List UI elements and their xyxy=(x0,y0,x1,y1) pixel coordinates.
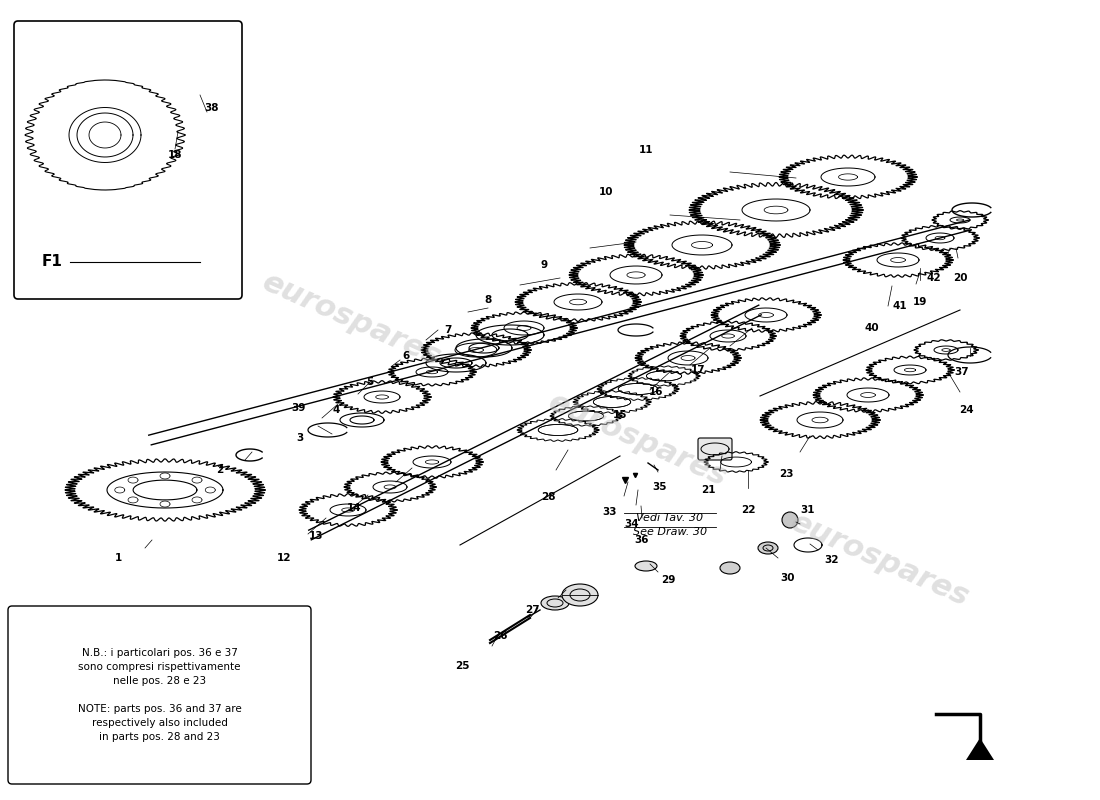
Text: 10: 10 xyxy=(598,187,614,197)
Text: 33: 33 xyxy=(603,507,617,517)
Ellipse shape xyxy=(562,584,598,606)
Text: 42: 42 xyxy=(926,273,942,283)
Text: 25: 25 xyxy=(454,661,470,671)
FancyBboxPatch shape xyxy=(698,438,732,460)
Text: 12: 12 xyxy=(277,553,292,563)
Text: eurospares: eurospares xyxy=(258,267,446,373)
Text: N.B.: i particolari pos. 36 e 37
sono compresi rispettivamente
nelle pos. 28 e 2: N.B.: i particolari pos. 36 e 37 sono co… xyxy=(78,648,241,742)
Text: 30: 30 xyxy=(781,573,795,583)
Text: 5: 5 xyxy=(366,377,374,387)
Text: 17: 17 xyxy=(691,365,705,375)
Text: 2: 2 xyxy=(217,465,223,475)
Text: 38: 38 xyxy=(205,103,219,113)
Circle shape xyxy=(782,512,797,528)
Text: 27: 27 xyxy=(525,605,539,615)
FancyBboxPatch shape xyxy=(8,606,311,784)
Text: 35: 35 xyxy=(652,482,668,492)
Text: 1: 1 xyxy=(114,553,122,563)
Text: 21: 21 xyxy=(701,485,715,495)
Ellipse shape xyxy=(541,596,569,610)
Text: eurospares: eurospares xyxy=(544,387,732,493)
Text: 15: 15 xyxy=(613,410,627,420)
Text: 26: 26 xyxy=(493,631,507,641)
Text: 16: 16 xyxy=(649,387,663,397)
Text: 11: 11 xyxy=(639,145,653,155)
Text: Vedi Tav. 30: Vedi Tav. 30 xyxy=(637,513,704,523)
Text: 36: 36 xyxy=(635,535,649,545)
Text: 4: 4 xyxy=(332,405,340,415)
Text: 9: 9 xyxy=(540,260,548,270)
Text: 28: 28 xyxy=(541,492,556,502)
Text: 32: 32 xyxy=(825,555,839,565)
Ellipse shape xyxy=(635,561,657,571)
Text: 3: 3 xyxy=(296,433,304,443)
Text: F1: F1 xyxy=(42,254,63,270)
Text: 6: 6 xyxy=(403,351,409,361)
Text: 39: 39 xyxy=(290,403,305,413)
Text: eurospares: eurospares xyxy=(786,507,974,613)
Text: 23: 23 xyxy=(779,469,793,479)
Text: 20: 20 xyxy=(953,273,967,283)
Text: 14: 14 xyxy=(346,503,361,513)
Polygon shape xyxy=(966,738,994,760)
Text: 34: 34 xyxy=(625,519,639,529)
Text: See Draw. 30: See Draw. 30 xyxy=(632,527,707,537)
FancyBboxPatch shape xyxy=(14,21,242,299)
Ellipse shape xyxy=(720,562,740,574)
Text: 22: 22 xyxy=(740,505,756,515)
Text: 40: 40 xyxy=(865,323,879,333)
Text: 7: 7 xyxy=(444,325,452,335)
Text: 31: 31 xyxy=(801,505,815,515)
Text: 37: 37 xyxy=(955,367,969,377)
Text: 24: 24 xyxy=(959,405,974,415)
Ellipse shape xyxy=(758,542,778,554)
Text: 29: 29 xyxy=(661,575,675,585)
Text: 41: 41 xyxy=(893,301,907,311)
Text: 18: 18 xyxy=(167,150,183,160)
Text: 19: 19 xyxy=(913,297,927,307)
Text: 8: 8 xyxy=(484,295,492,305)
Text: 13: 13 xyxy=(309,531,323,541)
